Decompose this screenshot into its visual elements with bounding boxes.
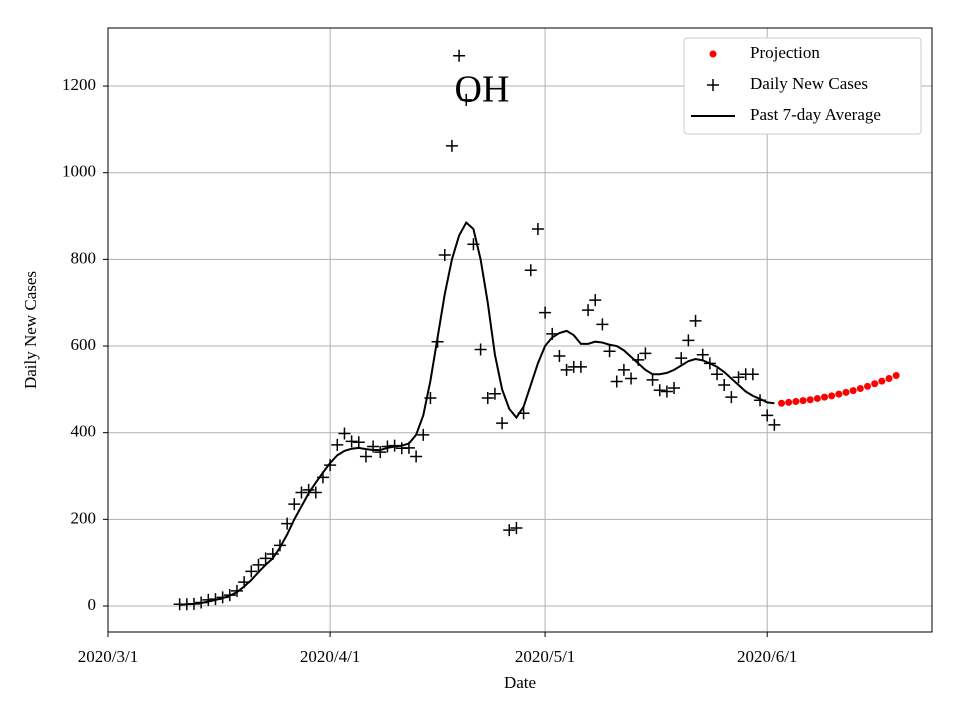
point [842, 388, 850, 396]
point [732, 371, 745, 384]
point [560, 363, 573, 376]
point [660, 385, 673, 398]
point [488, 387, 501, 400]
point [589, 294, 602, 307]
point [524, 264, 537, 277]
x-axis-label: Date [504, 673, 536, 692]
point [849, 387, 857, 395]
point [582, 304, 595, 317]
point [682, 334, 695, 347]
y-tick-label: 600 [71, 335, 97, 354]
point [338, 427, 351, 440]
chart-title: OH [455, 69, 510, 111]
point [675, 352, 688, 365]
y-tick-label: 200 [71, 508, 97, 527]
point [345, 435, 358, 448]
point [510, 522, 523, 535]
point [574, 360, 587, 373]
point [410, 450, 423, 463]
y-axis-label: Daily New Cases [21, 271, 40, 389]
point [792, 397, 800, 405]
point [453, 49, 466, 62]
point [273, 539, 286, 552]
point [374, 446, 387, 459]
point [617, 363, 630, 376]
plot-frame [107, 27, 933, 633]
point [835, 390, 843, 398]
point [460, 93, 473, 106]
legend-swatch [707, 79, 719, 91]
point [711, 368, 724, 381]
point [503, 524, 516, 537]
point [281, 517, 294, 530]
point [696, 348, 709, 361]
point [806, 396, 814, 404]
point [603, 345, 616, 358]
point [821, 393, 829, 401]
point [596, 318, 609, 331]
point [864, 382, 872, 390]
y-tick-label: 800 [71, 248, 97, 267]
point [252, 558, 265, 571]
point [309, 486, 322, 499]
point [553, 349, 566, 362]
point [445, 139, 458, 152]
point [625, 372, 638, 385]
point [885, 375, 893, 383]
point [689, 314, 702, 327]
x-tick-label: 2020/5/1 [515, 647, 575, 666]
point [878, 377, 886, 385]
point [761, 409, 774, 422]
point [474, 343, 487, 356]
point [352, 436, 365, 449]
point [892, 371, 900, 379]
x-tick-label: 2020/3/1 [78, 647, 138, 666]
point [359, 450, 372, 463]
point [668, 382, 681, 395]
series-line [179, 220, 775, 606]
point [417, 428, 430, 441]
x-tick-label: 2020/4/1 [300, 647, 360, 666]
legend-label: Past 7-day Average [750, 105, 881, 124]
point [746, 368, 759, 381]
point [828, 392, 836, 400]
legend-swatch [709, 50, 717, 58]
point [768, 418, 781, 431]
legend: Projection Daily New Cases Past 7-day Aver… [683, 37, 922, 135]
y-tick-label: 1200 [62, 75, 96, 94]
x-tick-label: 2020/6/1 [737, 647, 797, 666]
point [799, 397, 807, 405]
point [331, 438, 344, 451]
point [610, 375, 623, 388]
y-tick-label: 1000 [62, 162, 96, 181]
y-tick-label: 400 [71, 422, 97, 441]
point [725, 391, 738, 404]
point [481, 392, 494, 405]
point [438, 249, 451, 262]
point [324, 459, 337, 472]
point [785, 398, 793, 406]
y-tick-label: 0 [88, 595, 97, 614]
point [639, 347, 652, 360]
point [259, 552, 272, 565]
point [813, 394, 821, 402]
point [871, 380, 879, 388]
point [539, 306, 552, 319]
legend-label: Projection [750, 43, 820, 62]
point [778, 399, 786, 407]
point [288, 498, 301, 511]
marks [173, 49, 900, 611]
point [245, 565, 258, 578]
point [856, 384, 864, 392]
point [295, 486, 308, 499]
point [496, 417, 509, 430]
point [653, 384, 666, 397]
legend-label: Daily New Cases [750, 74, 868, 93]
point [230, 584, 243, 597]
point [646, 373, 659, 386]
point [531, 223, 544, 236]
legend-box [683, 37, 922, 135]
point [718, 379, 731, 392]
